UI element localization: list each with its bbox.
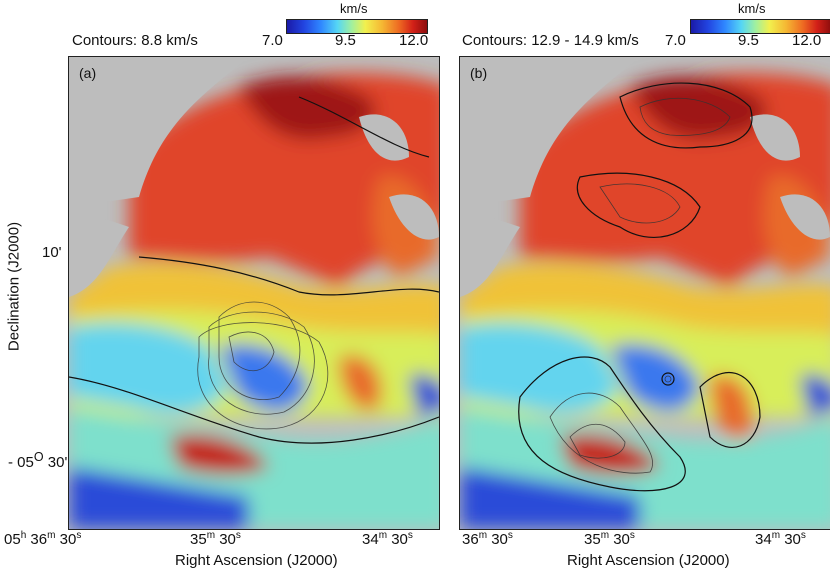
x-tick-a-0-h: 05 [4,531,21,548]
colorbar-a-tick-high: 12.0 [399,32,429,49]
x-tick-a-0-hu: h [20,530,27,541]
y-tick-10: 10' [42,244,62,261]
x-tick-a-1: 35m 30s [190,530,241,548]
x-tick-a-2-mu: m [378,530,388,541]
x-tick-b-2-su: s [800,530,806,541]
x-tick-a-2-m: 34 [362,531,379,548]
x-tick-a-0: 05h 36m 30s [4,530,81,548]
x-tick-a-2: 34m 30s [362,530,413,548]
x-axis-label-b: Right Ascension (J2000) [567,552,730,569]
panel-a-label: (a) [79,65,97,81]
velocity-map-panel-a: (a) [68,56,440,530]
colorbar-a-tick-low: 7.0 [262,32,283,49]
y-tick-05-30: - 05O 30' [8,450,67,471]
x-tick-b-2-mu: m [771,530,781,541]
y-tick-05-30-sup: O [33,450,44,464]
x-tick-b-1-mu: m [600,530,610,541]
colorbar-b-tick-mid: 9.5 [738,32,759,49]
x-tick-b-1-su: s [629,530,635,541]
x-tick-a-2-su: s [407,530,413,541]
y-axis-label: Declination (J2000) [5,221,23,352]
colorbar-a-tick-mid: 9.5 [335,32,356,49]
x-tick-a-0-mu: m [47,530,56,541]
x-tick-a-1-su: s [235,530,241,541]
x-tick-b-0-m: 36 [462,531,479,548]
x-tick-b-1-m: 35 [584,531,601,548]
velocity-map-panel-b: (b) [459,56,830,530]
colorbar-b-tick-low: 7.0 [665,32,686,49]
x-axis-label-a: Right Ascension (J2000) [175,552,338,569]
x-tick-b-0: 36m 30s [462,530,513,548]
panel-b-label: (b) [470,65,488,81]
colorbar-b-unit: km/s [738,1,766,16]
x-tick-a-2-s: 30 [391,531,408,548]
x-tick-b-0-s: 30 [491,531,508,548]
x-tick-b-2-s: 30 [784,531,801,548]
panel-b-caption: Contours: 12.9 - 14.9 km/s [462,32,639,49]
x-tick-b-1-s: 30 [613,531,630,548]
x-tick-a-0-m: 36 [30,531,48,548]
x-tick-b-2: 34m 30s [755,530,806,548]
x-tick-b-1: 35m 30s [584,530,635,548]
x-tick-b-0-mu: m [478,530,488,541]
x-tick-a-1-s: 30 [219,531,236,548]
x-tick-a-0-su: s [76,530,82,541]
y-tick-05-30-after: 30' [43,454,68,471]
y-tick-05-30-main: - 05 [8,454,34,471]
x-tick-b-2-m: 34 [755,531,772,548]
x-tick-a-1-m: 35 [190,531,207,548]
x-tick-a-0-s: 30 [59,531,77,548]
colorbar-b-tick-high: 12.0 [792,32,822,49]
panel-a-caption: Contours: 8.8 km/s [72,32,198,49]
x-tick-a-1-mu: m [206,530,216,541]
colorbar-a-unit: km/s [340,1,368,16]
velocity-map-b-image [460,57,830,529]
velocity-map-a-image [69,57,439,529]
x-tick-b-0-su: s [507,530,513,541]
colorbar-a [286,19,428,34]
colorbar-b [690,19,830,34]
